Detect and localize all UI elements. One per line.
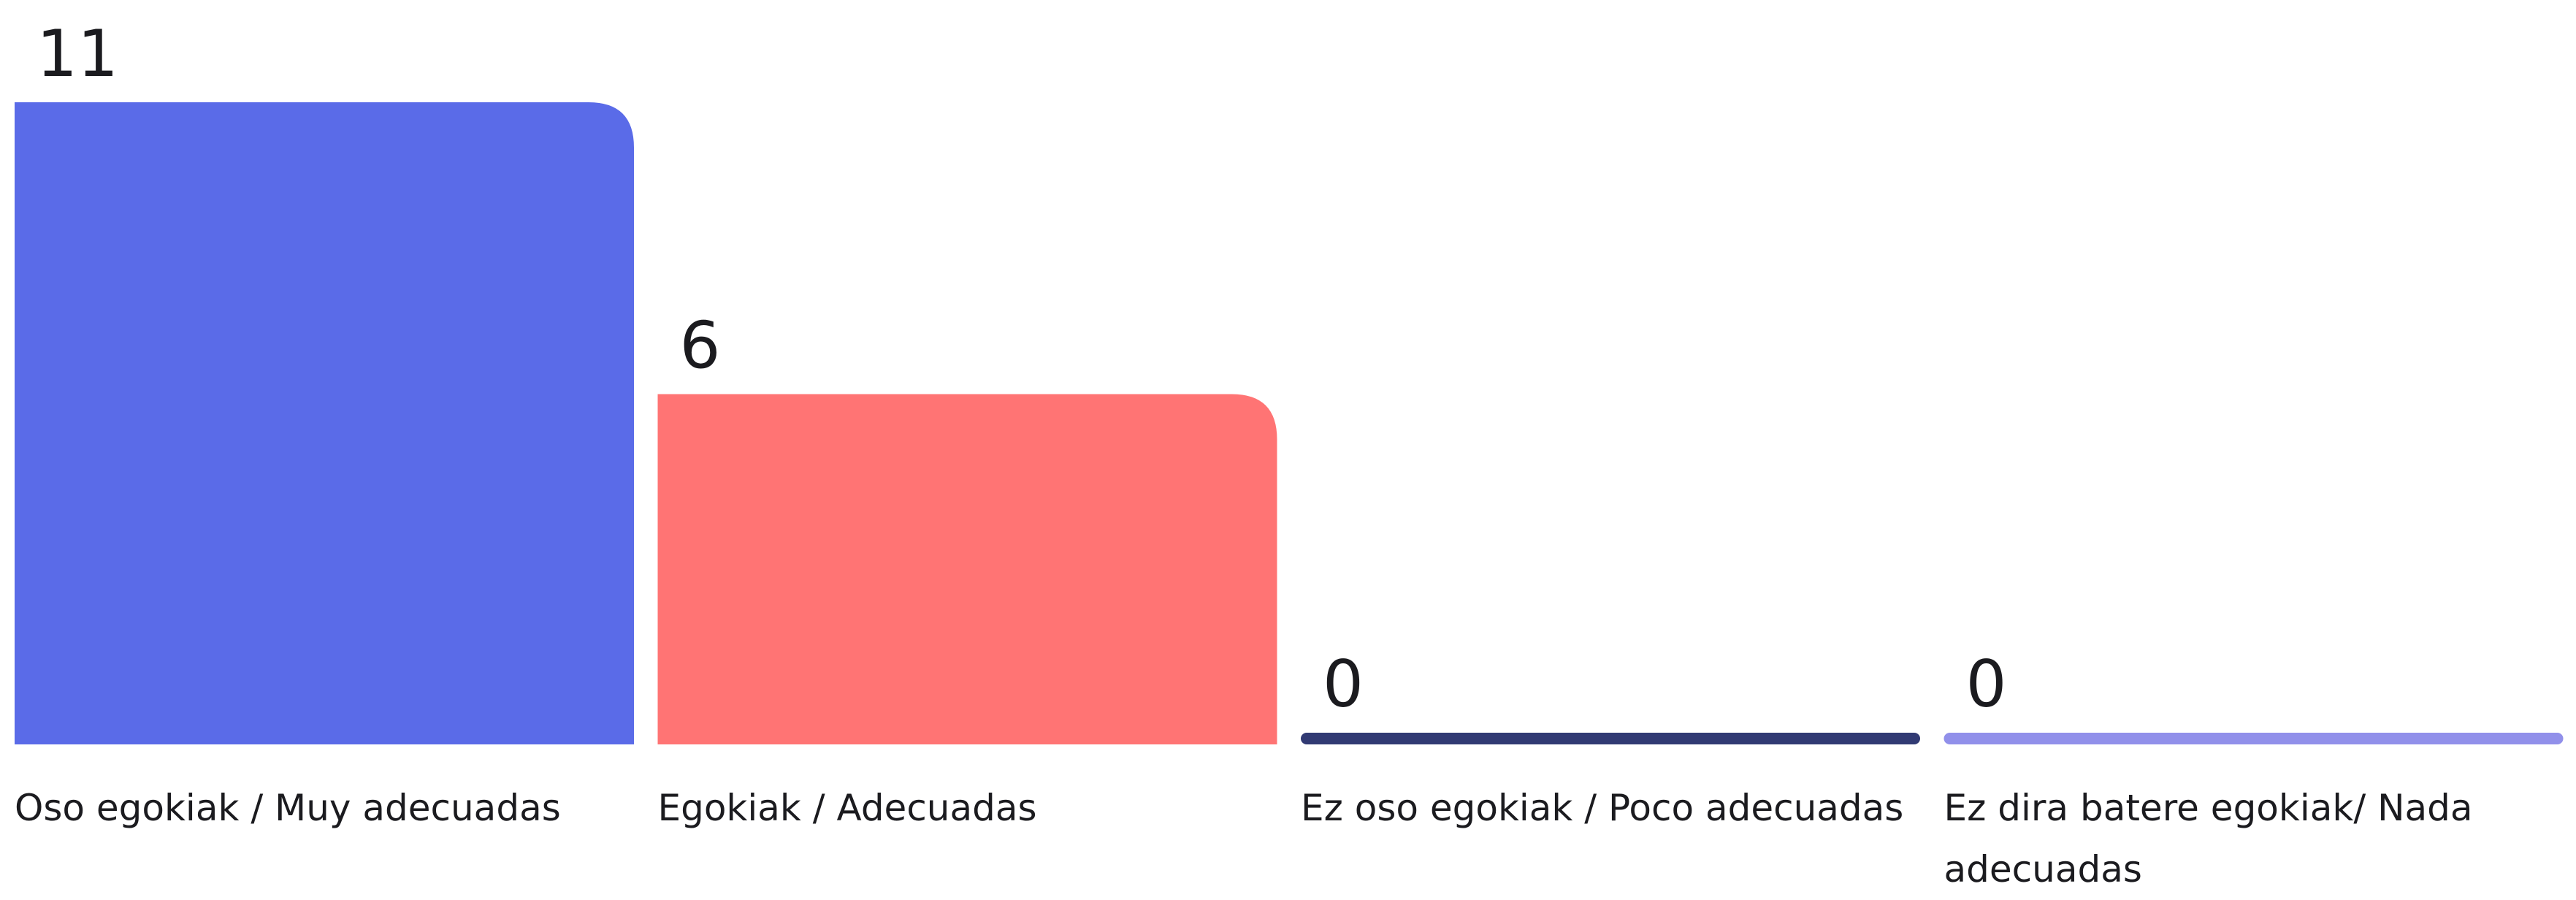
category-label: Ez oso egokiak / Poco adecuadas bbox=[1301, 787, 1904, 829]
bar bbox=[1301, 733, 1920, 744]
bar bbox=[15, 102, 634, 744]
value-label: 6 bbox=[680, 308, 721, 384]
category-label: Ez dira batere egokiak/ Nada adecuadas bbox=[1944, 787, 2473, 891]
category-label: Oso egokiak / Muy adecuadas bbox=[15, 787, 561, 829]
value-label: 0 bbox=[1323, 647, 1364, 722]
value-label: 11 bbox=[37, 16, 118, 91]
value-label: 0 bbox=[1966, 647, 2007, 722]
bar bbox=[657, 394, 1277, 744]
category-label: Egokiak / Adecuadas bbox=[657, 787, 1037, 829]
bar bbox=[1944, 733, 2564, 744]
